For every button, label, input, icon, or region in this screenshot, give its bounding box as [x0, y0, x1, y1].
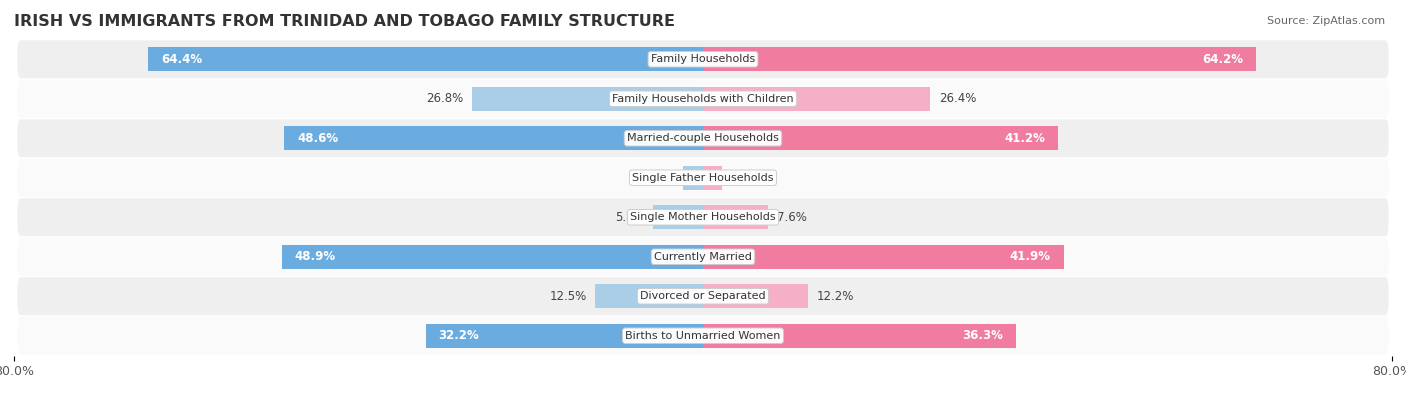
Text: 64.4%: 64.4% [162, 53, 202, 66]
Text: 2.3%: 2.3% [645, 171, 675, 184]
FancyBboxPatch shape [17, 198, 1389, 236]
Text: 2.2%: 2.2% [731, 171, 761, 184]
Text: 36.3%: 36.3% [962, 329, 1002, 342]
Text: Family Households: Family Households [651, 54, 755, 64]
Text: 41.2%: 41.2% [1004, 132, 1045, 145]
Text: Married-couple Households: Married-couple Households [627, 133, 779, 143]
Text: Births to Unmarried Women: Births to Unmarried Women [626, 331, 780, 341]
Text: 32.2%: 32.2% [439, 329, 479, 342]
Bar [652, 205, 703, 229]
Bar [149, 47, 703, 71]
Bar [703, 324, 1015, 348]
Bar [472, 87, 703, 111]
Bar [281, 245, 703, 269]
Bar [703, 245, 1064, 269]
Text: 26.4%: 26.4% [939, 92, 976, 105]
Text: 12.5%: 12.5% [550, 290, 586, 303]
Text: 12.2%: 12.2% [817, 290, 853, 303]
Text: Family Households with Children: Family Households with Children [612, 94, 794, 104]
Bar [683, 166, 703, 190]
FancyBboxPatch shape [17, 317, 1389, 355]
FancyBboxPatch shape [17, 159, 1389, 197]
Bar [703, 87, 931, 111]
FancyBboxPatch shape [17, 80, 1389, 118]
Bar [703, 205, 769, 229]
Text: Currently Married: Currently Married [654, 252, 752, 262]
Text: Divorced or Separated: Divorced or Separated [640, 291, 766, 301]
Bar [703, 284, 808, 308]
FancyBboxPatch shape [17, 40, 1389, 78]
FancyBboxPatch shape [17, 119, 1389, 157]
Bar [595, 284, 703, 308]
Text: 48.6%: 48.6% [298, 132, 339, 145]
Bar [703, 47, 1256, 71]
Text: 41.9%: 41.9% [1010, 250, 1050, 263]
Text: 64.2%: 64.2% [1202, 53, 1243, 66]
Bar [703, 126, 1057, 150]
Text: 5.8%: 5.8% [614, 211, 644, 224]
Text: 26.8%: 26.8% [426, 92, 464, 105]
Text: 48.9%: 48.9% [295, 250, 336, 263]
Text: Source: ZipAtlas.com: Source: ZipAtlas.com [1267, 16, 1385, 26]
Text: Single Father Households: Single Father Households [633, 173, 773, 183]
Bar [703, 166, 721, 190]
Text: 7.6%: 7.6% [778, 211, 807, 224]
Text: Single Mother Households: Single Mother Households [630, 212, 776, 222]
Bar [284, 126, 703, 150]
Bar [426, 324, 703, 348]
FancyBboxPatch shape [17, 277, 1389, 315]
Text: IRISH VS IMMIGRANTS FROM TRINIDAD AND TOBAGO FAMILY STRUCTURE: IRISH VS IMMIGRANTS FROM TRINIDAD AND TO… [14, 13, 675, 28]
FancyBboxPatch shape [17, 238, 1389, 276]
